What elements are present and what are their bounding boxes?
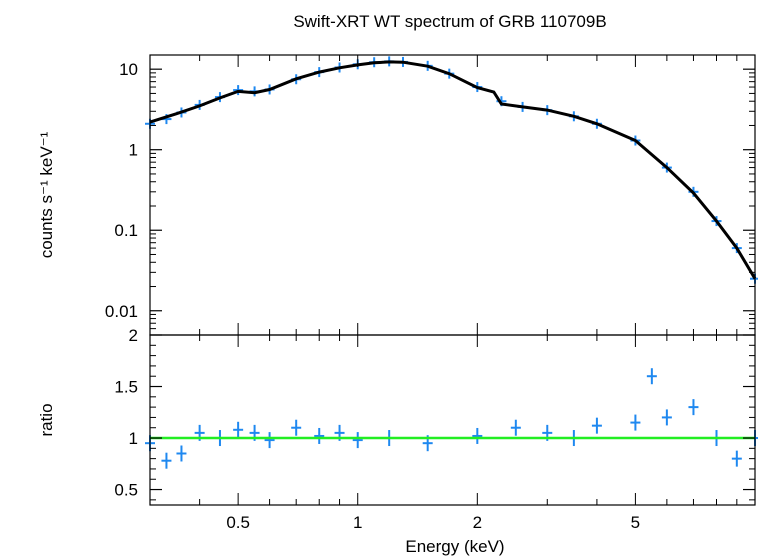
x-axis-label: Energy (keV) (405, 537, 504, 556)
x-tick-label: 5 (631, 513, 640, 532)
spectrum-y-tick-label: 0.01 (105, 302, 138, 321)
ratio-data-points (145, 368, 758, 469)
spectrum-y-tick-label: 0.1 (114, 221, 138, 240)
ratio-plot-frame (149, 334, 756, 506)
chart-title: Swift-XRT WT spectrum of GRB 110709B (293, 12, 606, 31)
ratio-panel: 0.5 1 2 5 0.5 1 1.5 2 ratio (37, 326, 758, 532)
ratio-y-tick-label: 1 (129, 429, 138, 448)
x-tick-label: 2 (473, 513, 482, 532)
x-tick-label: 1 (353, 513, 362, 532)
spectrum-y-tick-label: 10 (119, 60, 138, 79)
spectrum-y-axis-label: counts s⁻¹ keV⁻¹ (37, 131, 56, 258)
ratio-y-tick-label: 0.5 (114, 481, 138, 500)
ratio-y-tick-label: 1.5 (114, 378, 138, 397)
ratio-y-axis-label: ratio (37, 403, 56, 436)
spectrum-panel: 0.01 0.1 1 10 counts s⁻¹ keV⁻¹ (37, 54, 758, 336)
spectrum-model-line (149, 60, 757, 280)
spectrum-plot-frame (149, 54, 756, 336)
spectrum-axis-ticks: 0.01 0.1 1 10 (105, 55, 756, 336)
ratio-y-tick-label: 2 (129, 326, 138, 345)
x-tick-label: 0.5 (226, 513, 250, 532)
spectrum-model-curve (149, 60, 757, 280)
spectrum-y-tick-label: 1 (129, 141, 138, 160)
ratio-axis-ticks: 0.5 1 2 5 0.5 1 1.5 2 (114, 326, 756, 532)
